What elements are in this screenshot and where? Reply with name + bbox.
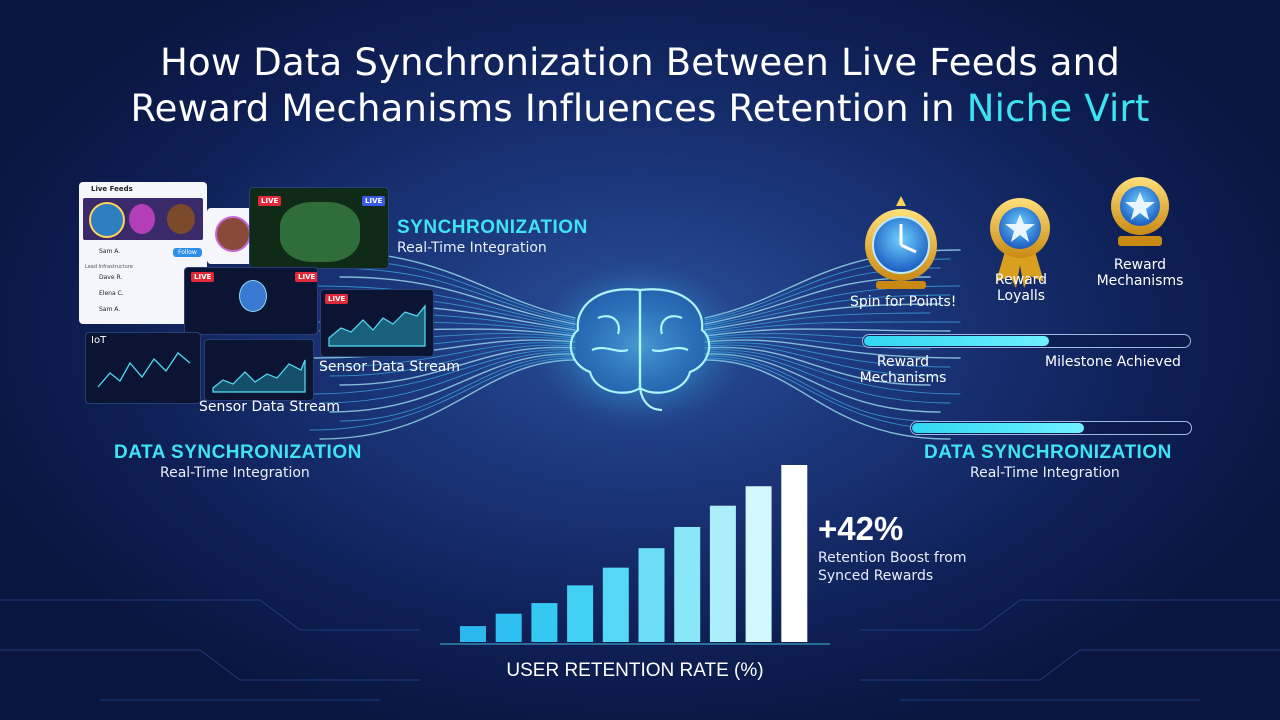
game-board	[280, 202, 360, 262]
sync-sub-right: Real-Time Integration	[970, 465, 1120, 481]
reward-label-line: Mechanisms	[1096, 273, 1184, 289]
sync-sub-top: Real-Time Integration	[397, 240, 547, 256]
retention-bar-10	[781, 465, 808, 642]
reward-progress-bar	[862, 334, 1191, 348]
retention-bar-chart	[460, 465, 808, 642]
reward-label-line: Loyalls	[996, 288, 1046, 304]
live-feeds-header: Live Feeds	[91, 185, 133, 193]
retention-bar-1	[460, 626, 486, 642]
live-video-strip	[83, 198, 203, 240]
reward-progress-fill	[864, 336, 1050, 346]
sync-heading-left: DATA SYNCHRONIZATION	[114, 442, 362, 463]
sensor-label: Sensor Data Stream	[199, 399, 340, 415]
sensor-chart-panel	[204, 339, 314, 401]
sync-sub-left: Real-Time Integration	[160, 465, 310, 481]
live-badge: LIVE	[325, 294, 349, 304]
avatar	[167, 204, 195, 234]
live-badge: LIVE	[258, 196, 282, 206]
title-accent: Niche Virt	[966, 87, 1150, 130]
title-line-2: Reward Mechanisms Influences Retention i…	[130, 87, 967, 130]
progress-label-left: Reward Mechanisms	[858, 354, 948, 386]
avatar	[89, 202, 125, 238]
reward-ribbon-icon	[990, 198, 1050, 288]
reward-medal-icon	[1111, 177, 1169, 246]
retention-boost-line-2: Synced Rewards	[818, 568, 934, 584]
retention-bar-4	[567, 585, 594, 642]
iot-label: IoT	[91, 335, 107, 346]
live-badge: LIVE	[191, 272, 215, 282]
retention-boost-value: +42%	[818, 510, 904, 547]
feed-row: Sam A.	[99, 306, 121, 313]
reward-label-loyalty: Reward Loyalls	[993, 272, 1049, 304]
page-title: How Data Synchronization Between Live Fe…	[0, 40, 1280, 132]
retention-bar-3	[531, 603, 558, 642]
game-dashboard: LIVE LIVE	[249, 187, 389, 269]
reward-label-spin: Spin for Points!	[850, 294, 957, 310]
retention-bar-5	[602, 567, 629, 642]
retention-bar-6	[638, 548, 665, 642]
feed-row: Dave R.	[99, 274, 123, 281]
reward-label-line: Reward	[1113, 257, 1167, 273]
avatar	[129, 204, 155, 234]
retention-bar-9	[745, 486, 772, 642]
sensor-chart-panel: LIVE	[320, 289, 434, 357]
retention-bar-2	[495, 613, 522, 642]
stream-dashboard: LIVE LIVE	[184, 267, 318, 335]
sync-progress-fill	[912, 423, 1085, 433]
sync-heading-top: SYNCHRONIZATION	[397, 217, 588, 238]
feed-row: Elena C.	[99, 290, 124, 297]
feed-row: Sam A.	[99, 248, 121, 255]
live-feeds-card: Live Feeds Follow Sam A. Lead Infrastruc…	[79, 182, 207, 324]
sync-progress-bar	[910, 421, 1192, 435]
profile-tile	[207, 208, 257, 264]
spin-wheel-icon	[865, 196, 937, 289]
sync-heading-right: DATA SYNCHRONIZATION	[924, 442, 1172, 463]
milestone-label: Milestone Achieved	[1045, 354, 1181, 370]
reward-label-mechanisms: Reward Mechanisms	[1094, 257, 1186, 289]
live-badge: LIVE	[295, 272, 317, 282]
progress-label-line: Reward	[876, 354, 930, 370]
reward-label-line: Reward	[994, 272, 1048, 288]
follow-button[interactable]: Follow	[173, 248, 202, 257]
avatar	[239, 280, 267, 312]
sensor-label: Sensor Data Stream	[319, 359, 460, 375]
progress-label-line: Mechanisms	[859, 370, 947, 386]
live-badge: LIVE	[362, 196, 386, 206]
iot-panel: IoT	[85, 332, 201, 404]
section-label: Lead Infrastructure	[85, 264, 133, 270]
brain-icon	[569, 288, 711, 412]
retention-bar-8	[709, 505, 736, 642]
avatar	[215, 216, 251, 252]
retention-boost-line-1: Retention Boost from	[818, 550, 967, 566]
retention-bar-7	[674, 526, 701, 642]
chart-x-label: USER RETENTION RATE (%)	[506, 660, 764, 681]
title-line-1: How Data Synchronization Between Live Fe…	[160, 41, 1120, 84]
